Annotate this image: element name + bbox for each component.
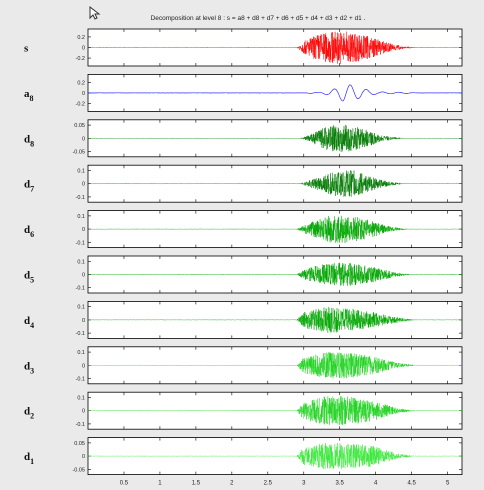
subplot-d1: 0.05 0 -0.05 d1 <box>24 437 463 476</box>
x-tick-label: 2 <box>230 481 234 487</box>
y-tick-label: 0.1 <box>77 168 85 174</box>
series-label: d2 <box>24 406 34 421</box>
subplot-d5: 0.1 0 -0.1 d5 <box>24 255 463 294</box>
series-line <box>87 442 463 469</box>
series-line <box>87 215 463 244</box>
y-tick-label: -0.1 <box>76 422 85 428</box>
y-tick-label: 0 <box>82 318 85 324</box>
chart-title: Decomposition at level 8 : s = a8 + d8 +… <box>151 15 366 22</box>
y-tick-label: 0 <box>82 454 85 460</box>
series-line <box>87 124 463 153</box>
x-tick-label: 3 <box>302 481 306 487</box>
y-tick-label: -0.2 <box>76 101 85 107</box>
x-tick-label: 1 <box>158 481 162 487</box>
series-line <box>87 306 463 333</box>
x-tick-label: 3.5 <box>336 481 345 487</box>
y-tick-label: 0.1 <box>77 305 85 311</box>
subplot-s: 0.2 0 -0.2 s <box>24 28 463 67</box>
subplot-d7: 0.1 0 -0.1 d7 <box>24 164 463 203</box>
y-tick-label: 0 <box>82 91 85 97</box>
series-label: d3 <box>24 360 34 375</box>
series-label: d6 <box>24 224 34 239</box>
x-tick-label: 4.5 <box>407 481 416 487</box>
y-tick-label: -0.2 <box>76 56 85 62</box>
series-line <box>88 170 463 197</box>
y-tick-label: 0 <box>82 136 85 142</box>
series-label: a8 <box>24 88 34 103</box>
y-tick-label: -0.05 <box>72 150 85 156</box>
x-tick-label: 2.5 <box>264 481 273 487</box>
x-tick-label: 5 <box>446 481 450 487</box>
series-label: d1 <box>24 451 34 466</box>
x-tick-label: 1.5 <box>192 481 201 487</box>
y-tick-label: -0.1 <box>76 377 85 383</box>
series-label: d4 <box>24 315 34 330</box>
y-tick-label: 0.1 <box>77 350 85 356</box>
subplot-a8: 0.2 0 -0.2 a8 <box>24 74 463 112</box>
subplot-d2: 0.1 0 -0.1 d2 <box>24 391 463 430</box>
y-tick-label: 0 <box>82 182 85 188</box>
y-tick-label: -0.1 <box>76 286 85 292</box>
y-tick-label: 0.1 <box>77 214 85 220</box>
y-tick-label: 0 <box>82 46 85 52</box>
y-tick-label: -0.1 <box>76 331 85 337</box>
subplot-d4: 0.1 0 -0.1 d4 <box>24 300 463 339</box>
y-tick-label: 0.1 <box>77 395 85 401</box>
series-label: d7 <box>24 179 34 194</box>
series-line <box>87 352 463 379</box>
y-tick-label: 0.1 <box>77 259 85 265</box>
subplot-d8: 0.05 0 -0.05 d8 <box>24 119 463 158</box>
y-tick-label: 0 <box>82 409 85 415</box>
y-tick-label: 0.05 <box>74 441 85 447</box>
y-tick-label: 0.05 <box>74 123 85 129</box>
cursor-arrow-icon <box>89 6 101 20</box>
y-tick-label: 0.2 <box>77 80 85 86</box>
y-tick-label: 0 <box>82 227 85 233</box>
series-line <box>87 84 462 102</box>
subplot-d6: 0.1 0 -0.1 d6 <box>24 210 463 249</box>
y-tick-label: -0.05 <box>72 467 85 473</box>
series-line <box>87 396 463 426</box>
series-line <box>87 31 463 64</box>
series-label: s <box>24 43 29 55</box>
y-tick-label: 0 <box>82 273 85 279</box>
x-tick-label: 4 <box>374 481 378 487</box>
x-tick-label: 0.5 <box>120 481 129 487</box>
series-line <box>87 262 462 286</box>
subplot-d3: 0.1 0 -0.1 d3 <box>24 346 463 385</box>
y-tick-label: 0.2 <box>77 35 85 41</box>
y-tick-label: -0.1 <box>76 240 85 246</box>
y-tick-label: 0 <box>82 363 85 369</box>
series-label: d8 <box>24 133 34 148</box>
series-label: d5 <box>24 270 34 285</box>
y-tick-label: -0.1 <box>76 195 85 201</box>
